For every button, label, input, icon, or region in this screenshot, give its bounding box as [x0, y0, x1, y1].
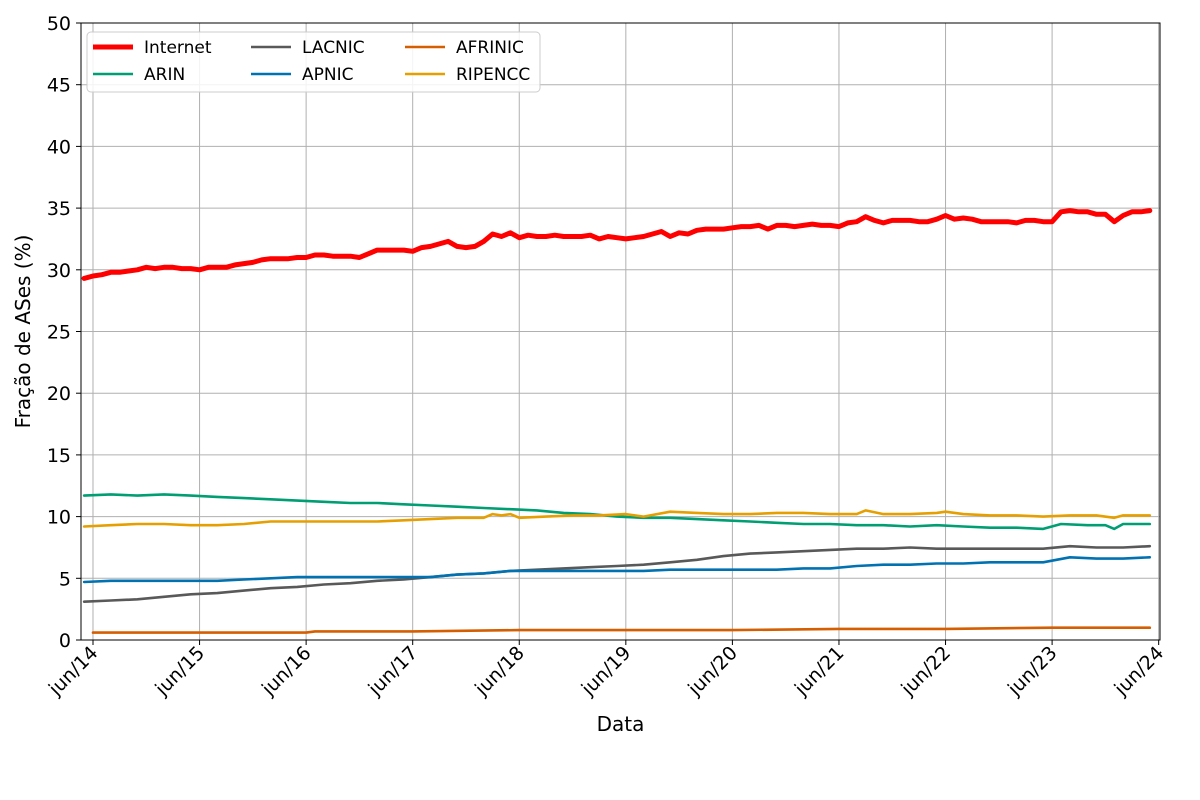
series-line-apnic	[82, 555, 1152, 584]
y-tick-label: 25	[47, 322, 71, 344]
legend-label-afrinic: AFRINIC	[456, 38, 524, 58]
series-line-afrinic	[91, 626, 1152, 634]
y-tick-label: 15	[47, 445, 71, 467]
y-tick-label: 35	[47, 198, 71, 220]
y-tick-label: 0	[59, 630, 71, 652]
x-axis-label: Data	[597, 712, 645, 736]
legend-label-ripencc: RIPENCC	[456, 65, 530, 85]
y-tick-label: 50	[47, 13, 71, 35]
y-tick-label: 40	[47, 136, 71, 158]
series-layer	[81, 208, 1153, 634]
legend-label-internet: Internet	[144, 38, 212, 58]
legend: Internet ARIN LACNIC APNIC AFRINIC RIPENCC	[86, 31, 541, 93]
legend-label-lacnic: LACNIC	[302, 38, 365, 58]
legend-label-arin: ARIN	[144, 65, 185, 85]
y-tick-label: 30	[47, 260, 71, 282]
legend-label-apnic: APNIC	[302, 65, 353, 85]
y-tick-label: 10	[47, 507, 71, 529]
y-tick-label: 20	[47, 383, 71, 405]
series-line-ripencc	[82, 509, 1152, 528]
y-tick-label: 5	[59, 568, 71, 590]
y-tick-label: 45	[47, 75, 71, 97]
y-axis: 0 5 10 15 20 25 30 35 40 45 50	[47, 13, 81, 652]
y-axis-label: Fração de ASes (%)	[11, 235, 35, 429]
series-line-internet	[81, 208, 1153, 281]
series-line-lacnic	[82, 544, 1152, 604]
